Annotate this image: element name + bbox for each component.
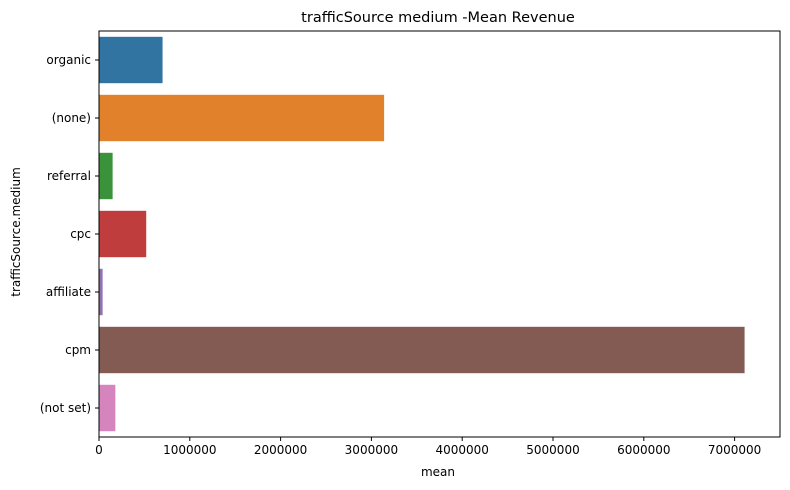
y-tick-label: referral: [47, 169, 91, 183]
x-tick-label: 6000000: [617, 443, 670, 457]
x-tick-label: 7000000: [708, 443, 761, 457]
bars-layer: [99, 36, 745, 432]
y-tick-label: organic: [46, 53, 91, 67]
x-tick-label: 0: [95, 443, 103, 457]
y-tick-label: (not set): [40, 401, 91, 415]
x-tick-label: 4000000: [435, 443, 488, 457]
x-tick-label: 2000000: [254, 443, 307, 457]
x-tick-label: 3000000: [345, 443, 398, 457]
y-tick-label: cpc: [70, 227, 91, 241]
x-tick-label: 1000000: [163, 443, 216, 457]
bar-referral: [99, 152, 113, 200]
bar-organic: [99, 36, 163, 84]
y-tick-label: cpm: [65, 343, 91, 357]
plot-frame: [98, 30, 781, 438]
y-tick-label: affiliate: [46, 285, 91, 299]
bar-cpc: [99, 210, 147, 258]
bar-none: [99, 94, 385, 142]
y-tick-label: (none): [52, 111, 91, 125]
x-tick-label: 5000000: [526, 443, 579, 457]
y-axis-label: trafficSource.medium: [9, 167, 23, 297]
bar-affiliate: [99, 268, 103, 316]
bar-not-set: [99, 384, 116, 432]
x-axis-ticks: 0 1000000 2000000 3000000 4000000 5000000 6000…: [95, 437, 761, 457]
x-axis-label: mean: [421, 465, 455, 479]
chart-title: trafficSource medium -Mean Revenue: [301, 10, 575, 26]
bar-cpm: [99, 326, 745, 374]
y-axis-ticks: organic (none) referral cpc affiliate cpm (not…: [40, 53, 99, 415]
